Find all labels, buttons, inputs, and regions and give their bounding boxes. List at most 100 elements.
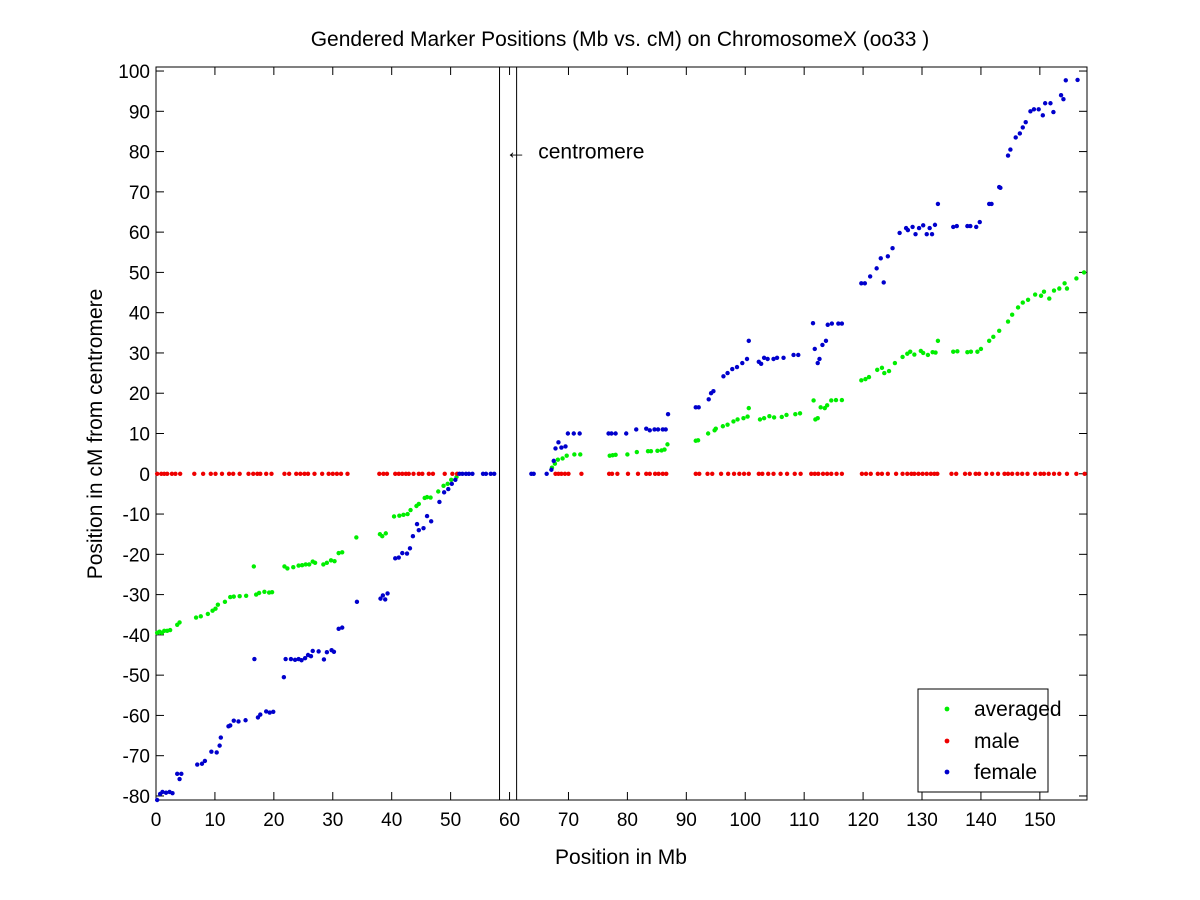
- point-female: [951, 224, 956, 230]
- point-female: [308, 654, 314, 659]
- point-averaged: [424, 494, 430, 500]
- x-tick-label: 110: [789, 810, 819, 831]
- point-female: [404, 551, 410, 556]
- point-averaged: [256, 590, 262, 596]
- point-male: [737, 471, 742, 476]
- point-male: [1041, 471, 1047, 476]
- x-tick-label: 120: [847, 810, 879, 831]
- point-female: [292, 657, 298, 663]
- point-averaged: [662, 447, 667, 452]
- y-tick-label: -40: [123, 626, 150, 647]
- point-male: [824, 471, 830, 476]
- point-averaged: [793, 411, 798, 417]
- point-male: [766, 471, 771, 476]
- axis-ticks: 0 10 20 30 40 50 60 70 80 90 100 110 120 130 140 150-80…: [118, 62, 1087, 831]
- point-averaged: [735, 417, 740, 422]
- point-averaged: [441, 483, 446, 489]
- point-male: [442, 471, 447, 476]
- point-averaged: [408, 507, 413, 513]
- point-female: [281, 674, 287, 680]
- point-male: [164, 471, 170, 476]
- point-averaged: [839, 397, 845, 403]
- point-male: [868, 471, 873, 476]
- point-male: [741, 471, 747, 476]
- point-female: [380, 593, 386, 598]
- point-male: [294, 471, 299, 476]
- point-averaged: [665, 442, 670, 447]
- point-male: [705, 471, 710, 476]
- point-male: [200, 471, 206, 476]
- point-averaged: [1025, 297, 1031, 302]
- point-male: [879, 471, 885, 476]
- point-averaged: [745, 414, 750, 419]
- point-male: [319, 471, 325, 476]
- point-averaged: [625, 452, 630, 457]
- point-female: [1058, 92, 1064, 98]
- point-female: [740, 360, 745, 366]
- point-female: [559, 445, 564, 450]
- point-averaged: [955, 349, 960, 354]
- point-female: [453, 477, 458, 483]
- point-averaged: [991, 334, 996, 340]
- point-male: [269, 471, 274, 476]
- point-female: [968, 223, 973, 229]
- point-female: [163, 790, 169, 795]
- point-averaged: [198, 614, 203, 619]
- point-averaged: [222, 599, 228, 605]
- point-averaged: [634, 449, 640, 455]
- point-female: [378, 596, 383, 601]
- point-male: [559, 471, 564, 476]
- point-averaged: [695, 438, 701, 443]
- point-male: [635, 471, 641, 476]
- point-female: [299, 658, 304, 663]
- point-averaged: [405, 511, 410, 517]
- point-averaged: [215, 602, 221, 607]
- point-averaged: [237, 594, 242, 599]
- y-tick-label: 0: [139, 465, 150, 486]
- point-female: [815, 360, 820, 366]
- point-male: [916, 471, 921, 476]
- point-female: [730, 366, 735, 372]
- point-averaged: [965, 349, 970, 355]
- point-averaged: [866, 374, 872, 380]
- point-male: [652, 471, 658, 476]
- point-averaged: [269, 589, 275, 595]
- point-female: [634, 427, 639, 432]
- y-tick-label: 70: [129, 183, 150, 204]
- y-tick-label: 50: [129, 263, 150, 284]
- legend-marker-female: [944, 769, 950, 775]
- point-averaged: [779, 414, 784, 420]
- point-male: [396, 471, 401, 476]
- point-female: [910, 224, 915, 230]
- point-averaged: [986, 338, 992, 344]
- point-male: [718, 471, 724, 476]
- point-male: [1064, 471, 1070, 476]
- point-male: [1005, 471, 1011, 476]
- point-averaged: [879, 365, 885, 371]
- point-averaged: [725, 422, 730, 427]
- point-female: [336, 626, 341, 632]
- y-tick-label: 90: [129, 102, 150, 123]
- point-female: [746, 338, 751, 344]
- point-male: [1025, 471, 1030, 476]
- point-male: [282, 471, 287, 476]
- point-averaged: [1005, 319, 1011, 324]
- point-female: [696, 405, 701, 410]
- point-female: [1008, 147, 1013, 152]
- point-female: [263, 709, 269, 714]
- point-averaged: [818, 405, 823, 410]
- point-female: [874, 266, 879, 271]
- point-averaged: [908, 349, 913, 354]
- point-male: [615, 471, 620, 476]
- point-male: [566, 471, 571, 476]
- point-male: [829, 471, 834, 476]
- point-averaged: [303, 562, 308, 567]
- point-female: [825, 322, 830, 327]
- point-female: [414, 521, 420, 527]
- point-female: [410, 534, 416, 539]
- point-averaged: [935, 338, 941, 344]
- point-male: [656, 471, 661, 476]
- point-averaged: [578, 452, 583, 457]
- point-female: [998, 185, 1003, 191]
